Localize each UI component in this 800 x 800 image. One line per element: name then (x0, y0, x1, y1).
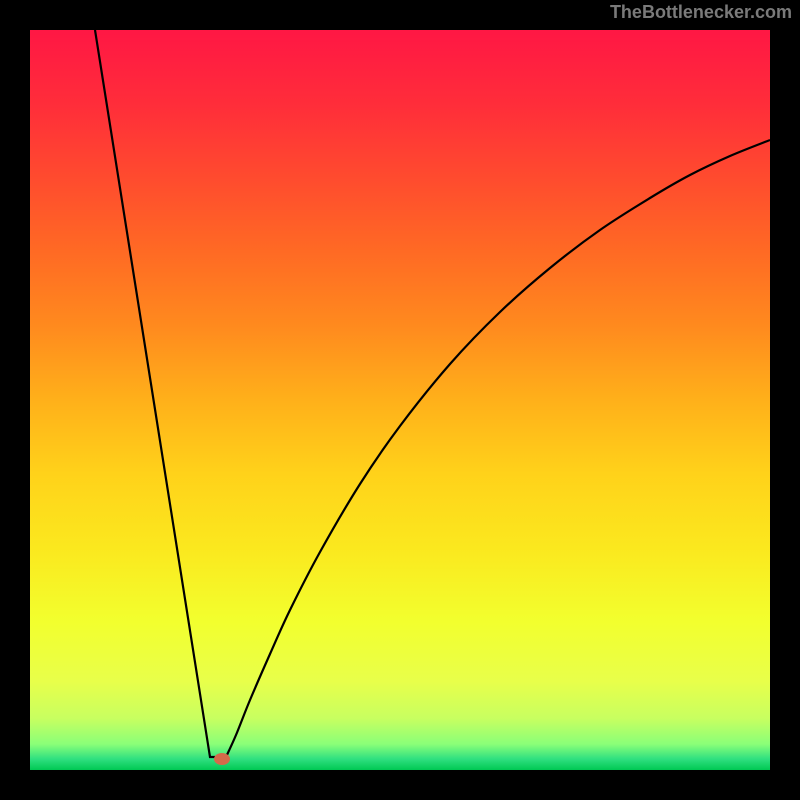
chart-container: TheBottlenecker.com (0, 0, 800, 800)
attribution-text: TheBottlenecker.com (610, 2, 792, 23)
plot-background (30, 30, 770, 770)
minimum-marker (214, 753, 230, 765)
plot-area (30, 30, 770, 770)
plot-svg (30, 30, 770, 770)
